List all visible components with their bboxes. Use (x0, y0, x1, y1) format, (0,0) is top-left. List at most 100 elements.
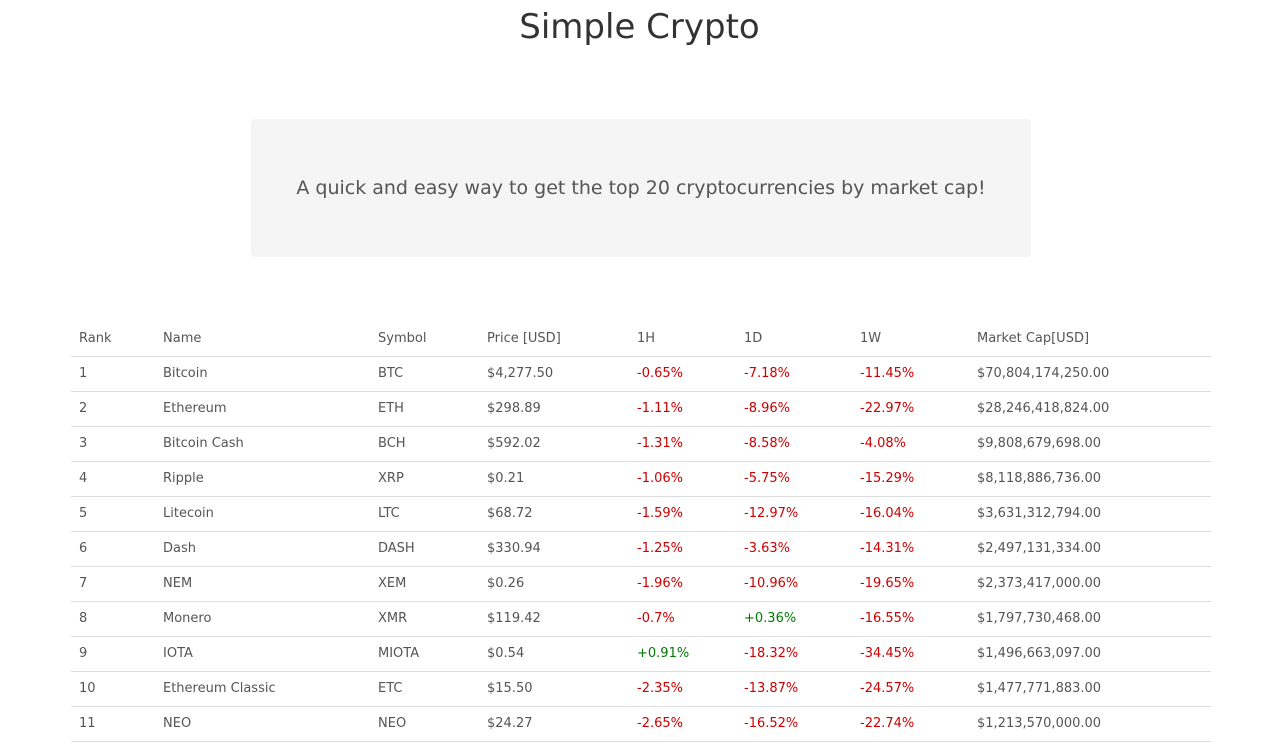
cell-1w: -4.08% (852, 426, 969, 462)
cell-rank: 3 (71, 426, 155, 462)
table-row: 3 Bitcoin Cash BCH $592.02 -1.31% -8.58%… (71, 426, 1211, 462)
cell-1h: +0.91% (629, 636, 736, 672)
header-1d: 1D (736, 322, 852, 357)
header-1w: 1W (852, 322, 969, 357)
cell-symbol: ETC (370, 671, 479, 707)
cell-1h: -1.25% (629, 531, 736, 567)
cell-market-cap: $1,797,730,468.00 (969, 601, 1211, 637)
cell-market-cap: $28,246,418,824.00 (969, 391, 1211, 427)
cell-1d: -12.97% (736, 496, 852, 532)
cell-name: Monero (155, 601, 370, 637)
cell-1d: -8.96% (736, 391, 852, 427)
cell-market-cap: $2,497,131,334.00 (969, 531, 1211, 567)
cell-1w: -11.45% (852, 356, 969, 392)
cell-1d: -3.63% (736, 531, 852, 567)
cell-1w: -34.45% (852, 636, 969, 672)
table-row: 7 NEM XEM $0.26 -1.96% -10.96% -19.65% $… (71, 566, 1211, 602)
table-row: 8 Monero XMR $119.42 -0.7% +0.36% -16.55… (71, 601, 1211, 637)
table-row: 5 Litecoin LTC $68.72 -1.59% -12.97% -16… (71, 496, 1211, 532)
cell-market-cap: $8,118,886,736.00 (969, 461, 1211, 497)
cell-symbol: LTC (370, 496, 479, 532)
cell-1h: -1.11% (629, 391, 736, 427)
cell-name: NEM (155, 566, 370, 602)
cell-name: IOTA (155, 636, 370, 672)
cell-rank: 7 (71, 566, 155, 602)
cell-symbol: DASH (370, 531, 479, 567)
cell-rank: 11 (71, 706, 155, 742)
cell-1w: -22.97% (852, 391, 969, 427)
header-rank: Rank (71, 322, 155, 357)
table-row: 4 Ripple XRP $0.21 -1.06% -5.75% -15.29%… (71, 461, 1211, 497)
cell-price: $330.94 (479, 531, 629, 567)
cell-price: $119.42 (479, 601, 629, 637)
cell-market-cap: $70,804,174,250.00 (969, 356, 1211, 392)
cell-market-cap: $1,213,570,000.00 (969, 706, 1211, 742)
crypto-table: Rank Name Symbol Price [USD] 1H 1D 1W Ma… (71, 322, 1211, 742)
cell-name: Litecoin (155, 496, 370, 532)
cell-market-cap: $2,373,417,000.00 (969, 566, 1211, 602)
cell-1d: -7.18% (736, 356, 852, 392)
cell-rank: 6 (71, 531, 155, 567)
cell-name: Dash (155, 531, 370, 567)
table-row: 2 Ethereum ETH $298.89 -1.11% -8.96% -22… (71, 391, 1211, 427)
cell-rank: 4 (71, 461, 155, 497)
cell-market-cap: $1,477,771,883.00 (969, 671, 1211, 707)
cell-1d: -10.96% (736, 566, 852, 602)
cell-rank: 5 (71, 496, 155, 532)
cell-1d: -13.87% (736, 671, 852, 707)
cell-rank: 1 (71, 356, 155, 392)
cell-symbol: XEM (370, 566, 479, 602)
header-name: Name (155, 322, 370, 357)
table-row: 9 IOTA MIOTA $0.54 +0.91% -18.32% -34.45… (71, 636, 1211, 672)
cell-price: $4,277.50 (479, 356, 629, 392)
cell-1h: -1.31% (629, 426, 736, 462)
cell-1w: -16.55% (852, 601, 969, 637)
cell-price: $0.26 (479, 566, 629, 602)
cell-price: $0.21 (479, 461, 629, 497)
table-row: 1 Bitcoin BTC $4,277.50 -0.65% -7.18% -1… (71, 356, 1211, 392)
cell-price: $24.27 (479, 706, 629, 742)
crypto-table-container: Rank Name Symbol Price [USD] 1H 1D 1W Ma… (71, 322, 1211, 742)
table-row: 10 Ethereum Classic ETC $15.50 -2.35% -1… (71, 671, 1211, 707)
cell-rank: 10 (71, 671, 155, 707)
cell-1w: -22.74% (852, 706, 969, 742)
cell-symbol: NEO (370, 706, 479, 742)
cell-1h: -1.96% (629, 566, 736, 602)
cell-1w: -15.29% (852, 461, 969, 497)
cell-1d: -8.58% (736, 426, 852, 462)
header-market-cap: Market Cap[USD] (969, 322, 1211, 357)
header-1h: 1H (629, 322, 736, 357)
cell-symbol: ETH (370, 391, 479, 427)
cell-1d: +0.36% (736, 601, 852, 637)
cell-name: Bitcoin (155, 356, 370, 392)
cell-price: $68.72 (479, 496, 629, 532)
header-symbol: Symbol (370, 322, 479, 357)
header-price: Price [USD] (479, 322, 629, 357)
cell-1h: -0.7% (629, 601, 736, 637)
cell-name: Ripple (155, 461, 370, 497)
cell-name: Bitcoin Cash (155, 426, 370, 462)
cell-price: $592.02 (479, 426, 629, 462)
table-body: 1 Bitcoin BTC $4,277.50 -0.65% -7.18% -1… (71, 356, 1211, 742)
cell-1w: -19.65% (852, 566, 969, 602)
cell-1d: -5.75% (736, 461, 852, 497)
cell-1w: -14.31% (852, 531, 969, 567)
cell-market-cap: $9,808,679,698.00 (969, 426, 1211, 462)
cell-price: $298.89 (479, 391, 629, 427)
cell-1h: -1.06% (629, 461, 736, 497)
cell-rank: 8 (71, 601, 155, 637)
cell-1h: -1.59% (629, 496, 736, 532)
cell-name: NEO (155, 706, 370, 742)
cell-name: Ethereum Classic (155, 671, 370, 707)
cell-1d: -16.52% (736, 706, 852, 742)
cell-1d: -18.32% (736, 636, 852, 672)
cell-market-cap: $1,496,663,097.00 (969, 636, 1211, 672)
table-row: 11 NEO NEO $24.27 -2.65% -16.52% -22.74%… (71, 706, 1211, 742)
cell-1w: -16.04% (852, 496, 969, 532)
cell-1w: -24.57% (852, 671, 969, 707)
cell-symbol: BTC (370, 356, 479, 392)
cell-1h: -2.35% (629, 671, 736, 707)
page-title: Simple Crypto (519, 7, 760, 47)
cell-price: $0.54 (479, 636, 629, 672)
cell-symbol: XRP (370, 461, 479, 497)
